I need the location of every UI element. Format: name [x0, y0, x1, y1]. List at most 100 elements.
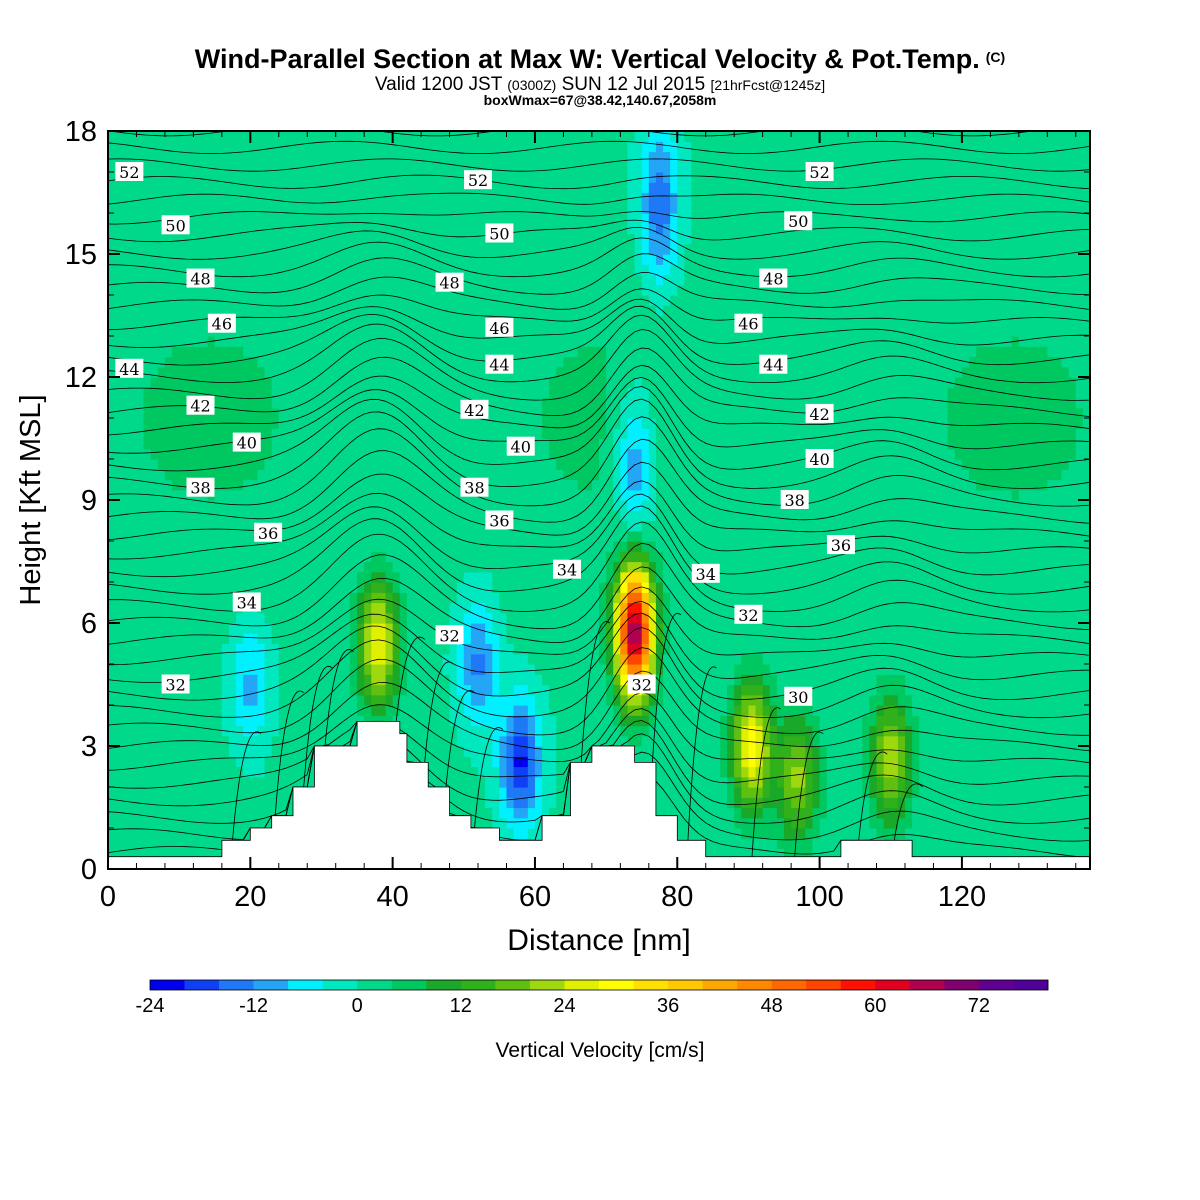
field-cell	[271, 592, 280, 604]
field-cell	[392, 500, 401, 511]
field-cell	[293, 387, 301, 399]
field-cell	[221, 561, 230, 573]
field-cell	[179, 264, 187, 276]
field-cell	[463, 551, 472, 563]
field-cell	[335, 161, 344, 173]
field-cell	[413, 592, 422, 604]
field-cell	[300, 172, 308, 183]
field-cell	[549, 336, 557, 347]
field-cell	[143, 828, 152, 839]
field-cell	[207, 233, 216, 245]
field-cell	[506, 428, 515, 440]
field-cell	[108, 223, 116, 235]
field-cell	[428, 407, 436, 419]
field-cell	[570, 510, 579, 522]
field-cell	[136, 305, 145, 317]
field-cell	[349, 182, 358, 194]
field-cell	[584, 500, 593, 511]
field-cell	[243, 479, 251, 491]
field-cell	[506, 787, 515, 798]
field-cell	[485, 418, 493, 429]
field-cell	[243, 582, 251, 593]
field-cell	[506, 397, 515, 409]
field-cell	[136, 489, 145, 501]
field-cell	[193, 674, 202, 686]
field-cell	[328, 418, 337, 429]
field-cell	[150, 264, 159, 276]
field-cell	[570, 428, 579, 440]
field-cell	[129, 397, 138, 409]
field-cell	[342, 469, 351, 481]
field-cell	[563, 612, 572, 624]
field-cell	[221, 746, 230, 757]
field-cell	[413, 694, 422, 706]
field-cell	[421, 356, 429, 368]
field-cell	[456, 418, 465, 429]
field-cell	[342, 653, 351, 665]
field-cell	[264, 541, 273, 552]
field-cell	[115, 551, 123, 563]
field-cell	[164, 561, 173, 573]
field-cell	[228, 684, 237, 696]
field-cell	[150, 315, 159, 327]
field-cell	[243, 735, 251, 747]
field-cell	[207, 356, 216, 368]
field-cell	[406, 489, 415, 501]
field-cell	[228, 705, 237, 716]
field-cell	[478, 284, 486, 296]
field-cell	[549, 735, 557, 747]
field-cell	[150, 141, 159, 153]
field-cell	[193, 612, 202, 624]
chart-subtitle: Valid 1200 JST (0300Z) SUN 12 Jul 2015 […	[374, 74, 826, 95]
field-cell	[150, 305, 159, 317]
field-cell	[243, 664, 251, 675]
field-cell	[570, 459, 579, 470]
field-cell	[428, 397, 436, 409]
field-cell	[250, 571, 259, 583]
field-cell	[534, 356, 543, 368]
field-cell	[449, 182, 458, 194]
field-cell	[164, 469, 173, 481]
field-cell	[549, 633, 557, 645]
field-cell	[193, 500, 202, 511]
field-cell	[115, 623, 123, 634]
field-cell	[399, 151, 408, 163]
field-cell	[349, 223, 358, 235]
field-cell	[413, 161, 422, 173]
field-cell	[463, 315, 472, 327]
field-cell	[115, 448, 123, 460]
field-cell	[456, 797, 465, 809]
field-cell	[136, 612, 145, 624]
field-cell	[108, 725, 116, 737]
field-cell	[485, 151, 493, 163]
field-cell	[186, 787, 194, 798]
field-cell	[164, 428, 173, 440]
field-cell	[264, 735, 273, 747]
field-cell	[534, 602, 543, 614]
field-cell	[556, 151, 565, 163]
field-cell	[214, 664, 223, 675]
field-cell	[378, 694, 387, 706]
field-cell	[207, 428, 216, 440]
field-cell	[221, 264, 230, 276]
field-cell	[172, 264, 180, 276]
field-cell	[143, 459, 152, 470]
field-cell	[549, 766, 557, 778]
field-cell	[506, 213, 515, 224]
field-cell	[570, 274, 579, 286]
field-cell	[549, 797, 557, 809]
field-cell	[549, 182, 557, 194]
field-cell	[392, 325, 401, 337]
field-cell	[207, 561, 216, 573]
field-cell	[506, 817, 515, 829]
field-cell	[485, 571, 493, 583]
field-cell	[406, 356, 415, 368]
field-cell	[499, 213, 508, 224]
field-cell	[435, 346, 444, 358]
field-cell	[385, 571, 394, 583]
field-cell	[257, 664, 266, 675]
field-cell	[300, 705, 308, 716]
field-cell	[349, 571, 358, 583]
field-cell	[172, 725, 180, 737]
field-cell	[428, 459, 436, 470]
